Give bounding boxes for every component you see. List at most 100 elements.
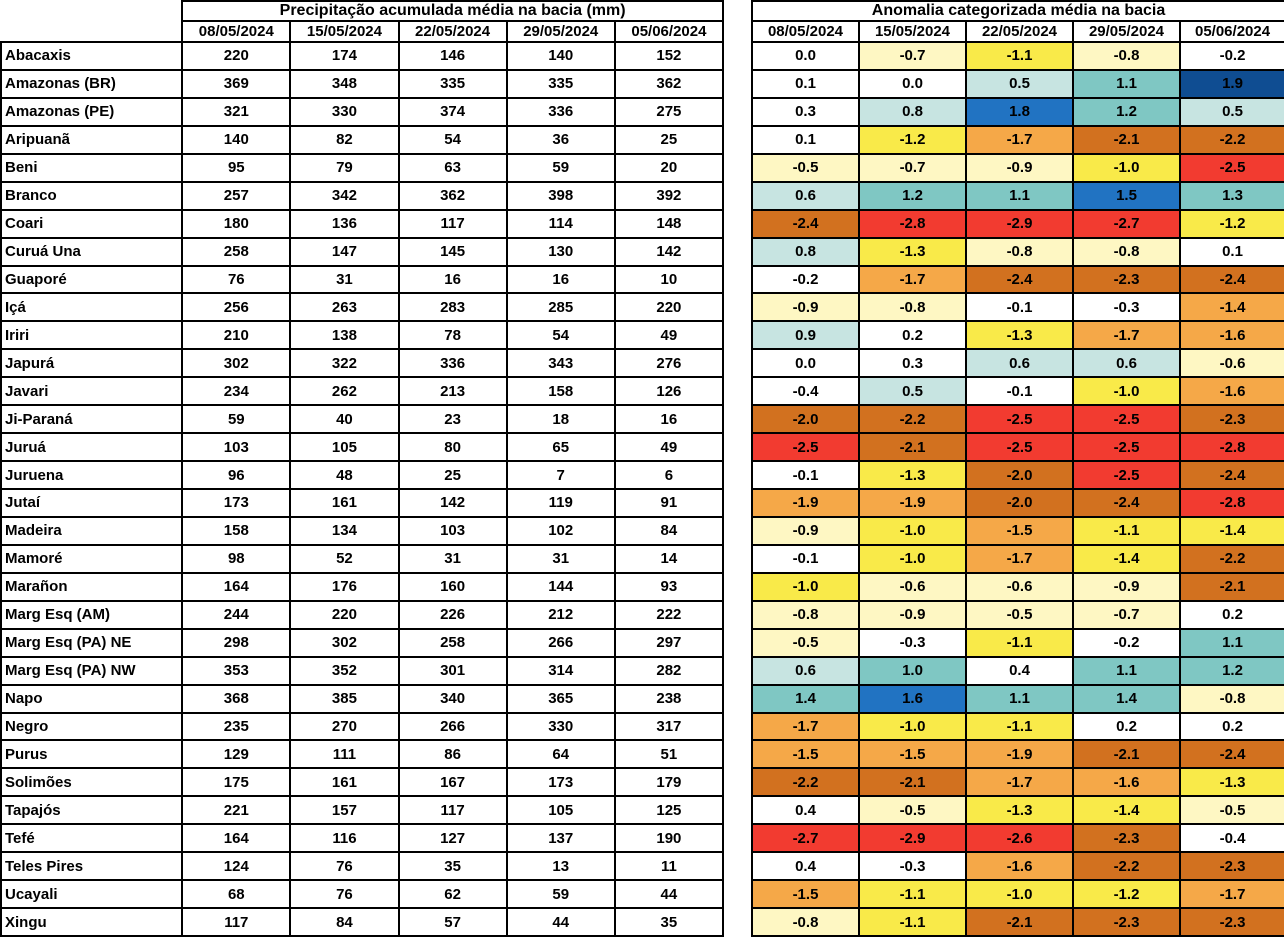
- precip-cell: 302: [289, 627, 400, 658]
- precip-cell: 48: [289, 460, 400, 490]
- anomaly-cell: -1.4: [1178, 515, 1284, 546]
- table-row: Içá 256 263 283 285 220: [0, 292, 725, 323]
- anomaly-cell: -0.6: [858, 571, 967, 602]
- table-row: -0.8 -1.1 -2.1 -2.3 -2.3: [751, 907, 1284, 937]
- basin-label: Marg Esq (PA) NE: [0, 627, 184, 658]
- anomaly-cell: -2.5: [965, 404, 1074, 435]
- anomaly-cell: -0.3: [858, 627, 967, 658]
- precip-cell: 173: [181, 488, 292, 518]
- table-row: Beni 95 79 63 59 20: [0, 152, 725, 183]
- table-row: 0.8 -1.3 -0.8 -0.8 0.1: [751, 236, 1284, 267]
- table-row: Negro 235 270 266 330 317: [0, 711, 725, 742]
- table-row: Coari 180 136 117 114 148: [0, 208, 725, 239]
- precipitation-date-header-row: 08/05/2024 15/05/2024 22/05/2024 29/05/2024…: [1, 20, 725, 43]
- anomaly-cell: -2.0: [751, 404, 860, 435]
- table-row: Marañon 164 176 160 144 93: [0, 571, 725, 602]
- anomaly-cell: 0.3: [751, 96, 860, 127]
- anomaly-cell: 0.8: [751, 236, 860, 267]
- anomaly-cell: -2.6: [965, 823, 1074, 854]
- anomaly-cell: -0.8: [1178, 683, 1284, 714]
- anomaly-cell: -1.3: [965, 320, 1074, 351]
- basin-label: Marañon: [0, 571, 184, 602]
- precip-cell: 234: [181, 376, 292, 407]
- anomaly-cell: -0.8: [858, 292, 967, 323]
- precip-cell: 222: [613, 599, 725, 630]
- anomaly-cell: -0.7: [858, 41, 967, 71]
- precip-cell: 145: [397, 236, 508, 267]
- precip-cell: 374: [397, 96, 508, 127]
- table-row: Abacaxis 220 174 146 140 152: [0, 41, 725, 71]
- precip-cell: 262: [289, 376, 400, 407]
- anomaly-cell: -2.0: [965, 488, 1074, 518]
- anomaly-cell: -2.2: [1178, 124, 1284, 155]
- precip-cell: 220: [181, 41, 292, 71]
- table-row: -1.5 -1.1 -1.0 -1.2 -1.7: [751, 879, 1284, 910]
- anomaly-cell: -2.3: [1072, 907, 1181, 937]
- precip-cell: 283: [397, 292, 508, 323]
- column-header-date: 15/05/2024: [858, 20, 967, 43]
- precip-cell: 221: [181, 795, 292, 826]
- precip-cell: 14: [613, 543, 725, 574]
- anomaly-cell: -0.5: [858, 795, 967, 826]
- table-row: -0.8 -0.9 -0.5 -0.7 0.2: [751, 599, 1284, 630]
- table-row: -0.2 -1.7 -2.4 -2.3 -2.4: [751, 264, 1284, 295]
- table-row: 0.0 -0.7 -1.1 -0.8 -0.2: [751, 41, 1284, 71]
- anomaly-cell: 0.0: [858, 68, 967, 99]
- anomaly-table-header: Anomalia categorizada média na bacia: [750, 0, 1284, 22]
- table-row: Mamoré 98 52 31 31 14: [0, 543, 725, 574]
- anomaly-cell: -0.4: [751, 376, 860, 407]
- anomaly-cell: 1.3: [1178, 180, 1284, 211]
- basin-label: Juruá: [0, 432, 184, 463]
- table-row: -1.9 -1.9 -2.0 -2.4 -2.8: [751, 488, 1284, 518]
- anomaly-cell: -1.2: [1072, 879, 1181, 910]
- anomaly-cell: -1.1: [858, 879, 967, 910]
- column-header-date: 05/06/2024: [613, 20, 725, 43]
- column-header-date: 08/05/2024: [751, 20, 860, 43]
- precipitation-table-title: Precipitação acumulada média na bacia (m…: [181, 0, 724, 22]
- precip-cell: 257: [181, 180, 292, 211]
- precip-cell: 117: [181, 907, 292, 937]
- basin-label: Madeira: [0, 515, 184, 546]
- precip-cell: 59: [181, 404, 292, 435]
- precip-cell: 298: [181, 627, 292, 658]
- anomaly-cell: -0.8: [751, 907, 860, 937]
- precip-cell: 256: [181, 292, 292, 323]
- precip-cell: 82: [289, 124, 400, 155]
- precipitation-table: Precipitação acumulada média na bacia (m…: [0, 0, 725, 937]
- table-row: 0.0 0.3 0.6 0.6 -0.6: [751, 348, 1284, 379]
- precip-cell: 13: [505, 851, 616, 882]
- anomaly-cell: 0.1: [751, 124, 860, 155]
- precip-cell: 335: [505, 68, 616, 99]
- anomaly-cell: -2.4: [751, 208, 860, 239]
- precip-cell: 76: [289, 879, 400, 910]
- basin-label: Tefé: [0, 823, 184, 854]
- precip-cell: 140: [505, 41, 616, 71]
- precip-cell: 31: [397, 543, 508, 574]
- precip-cell: 164: [181, 571, 292, 602]
- precip-cell: 44: [505, 907, 616, 937]
- table-row: 0.6 1.0 0.4 1.1 1.2: [751, 655, 1284, 686]
- precip-cell: 93: [613, 571, 725, 602]
- anomaly-cell: -1.5: [751, 739, 860, 770]
- column-header-date: 05/06/2024: [1178, 20, 1284, 43]
- anomaly-cell: 0.5: [965, 68, 1074, 99]
- precip-cell: 16: [613, 404, 725, 435]
- column-header-date: 29/05/2024: [505, 20, 616, 43]
- basin-label: Juruena: [0, 460, 184, 490]
- anomaly-cell: -0.1: [965, 376, 1074, 407]
- precip-cell: 213: [397, 376, 508, 407]
- precip-cell: 164: [181, 823, 292, 854]
- basin-label: Marg Esq (AM): [0, 599, 184, 630]
- anomaly-cell: -0.6: [1178, 348, 1284, 379]
- table-row: 0.6 1.2 1.1 1.5 1.3: [751, 180, 1284, 211]
- precip-cell: 336: [505, 96, 616, 127]
- anomaly-cell: -2.5: [1072, 460, 1181, 490]
- anomaly-cell: -2.4: [1178, 739, 1284, 770]
- basin-label: Abacaxis: [0, 41, 184, 71]
- precip-cell: 369: [181, 68, 292, 99]
- table-row: -2.5 -2.1 -2.5 -2.5 -2.8: [751, 432, 1284, 463]
- table-row: Japurá 302 322 336 343 276: [0, 348, 725, 379]
- precip-cell: 16: [397, 264, 508, 295]
- anomaly-table: Anomalia categorizada média na bacia 08/…: [750, 0, 1284, 937]
- precip-cell: 330: [289, 96, 400, 127]
